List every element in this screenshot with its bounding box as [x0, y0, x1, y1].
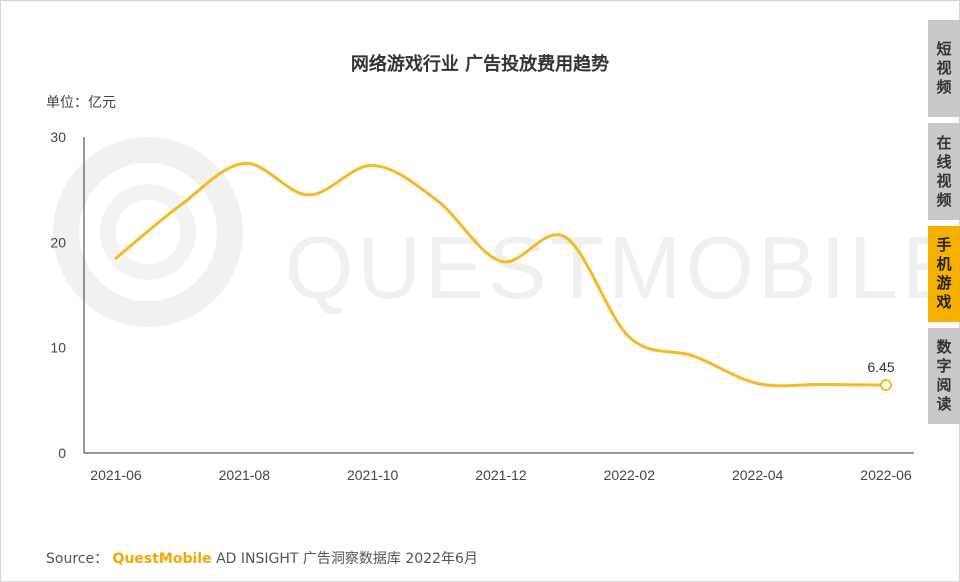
axes: 0 10 20 30 2021-06 2021-08 2021-10 2021-12 2022-…	[50, 129, 914, 483]
tab-short-video[interactable]: 短视频	[928, 20, 960, 117]
x-tick-label: 2021-06	[90, 467, 142, 483]
x-tick-label: 2022-02	[604, 467, 656, 483]
y-tick-label: 10	[50, 340, 66, 356]
series-line	[114, 161, 888, 388]
tab-label: 短视频	[936, 40, 952, 96]
y-tick-label: 20	[50, 234, 66, 250]
x-tick-label: 2021-10	[347, 467, 399, 483]
y-tick-label: 0	[58, 445, 66, 461]
data-point-marker	[880, 379, 892, 392]
tab-online-video[interactable]: 在线视频	[928, 123, 960, 220]
source-rest: 广告洞察数据库 2022年6月	[302, 551, 478, 567]
tab-label: 手机游戏	[936, 236, 952, 311]
source-prefix: Source：	[46, 551, 109, 567]
tab-mobile-games[interactable]: 手机游戏	[928, 226, 960, 322]
data-label: 6.45	[867, 359, 894, 375]
chart-title: 网络游戏行业 广告投放费用趋势	[350, 54, 610, 75]
source-note: Source： QuestMobile AD INSIGHT 广告洞察数据库 2…	[46, 548, 478, 568]
watermark-text: QUESTMOBILE	[285, 218, 960, 317]
tab-label: 数字阅读	[936, 338, 952, 413]
tab-label: 在线视频	[936, 133, 952, 209]
unit-label: 单位：亿元	[46, 95, 116, 111]
series-layer: 6.45	[114, 161, 895, 392]
y-tick-label: 30	[50, 129, 66, 145]
x-tick-label: 2021-12	[475, 467, 527, 483]
source-brand: QuestMobile	[112, 551, 212, 567]
tab-digital-reading[interactable]: 数字阅读	[928, 328, 960, 424]
x-tick-label: 2022-04	[732, 467, 784, 483]
watermark: QUESTMOBILE	[53, 137, 960, 327]
x-tick-label: 2021-08	[219, 467, 271, 483]
x-tick-label: 2022-06	[860, 467, 912, 483]
source-product: AD INSIGHT	[216, 551, 299, 567]
